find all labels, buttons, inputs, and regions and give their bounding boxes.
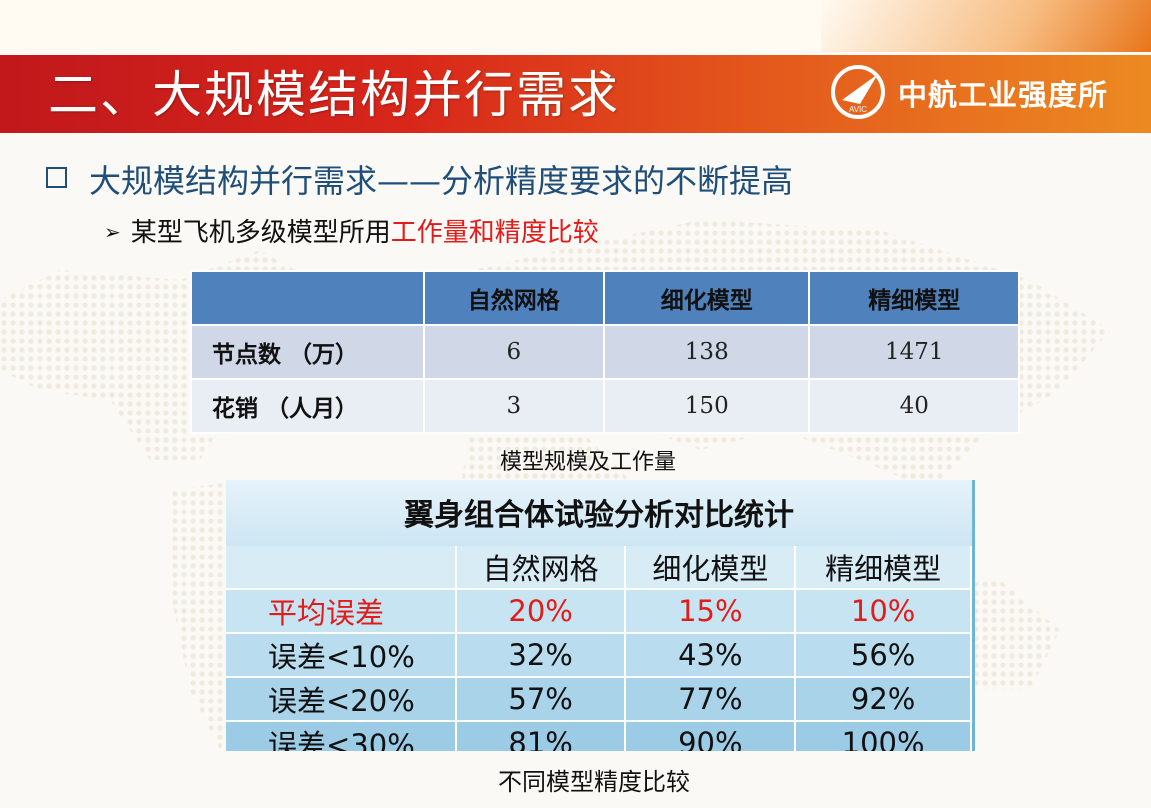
table-header-cell: 细化模型	[625, 546, 797, 590]
table-row: 平均误差 20% 15% 10%	[226, 589, 972, 634]
table-header-cell: 自然网格	[422, 270, 606, 326]
table-cell: 6	[422, 324, 606, 380]
table-cell: 77%	[625, 677, 797, 722]
table-cell: 92%	[795, 677, 972, 722]
avic-emblem-icon: AVIC	[831, 65, 885, 119]
square-bullet-icon	[46, 167, 67, 188]
row-label: 节点数 （万）	[190, 324, 425, 380]
table-row: 花销 （人月） 3 150 40	[190, 378, 1020, 434]
table-row: 节点数 （万） 6 138 1471	[190, 324, 1020, 380]
table-cell: 43%	[625, 633, 797, 678]
table-cell: 20%	[455, 589, 627, 634]
table-header-row: 自然网格 细化模型 精细模型	[226, 546, 972, 590]
row-label: 误差<10%	[226, 633, 457, 678]
table-cell: 3	[422, 378, 606, 434]
table-cell: 90%	[625, 721, 797, 751]
table-header-cell: 精细模型	[808, 270, 1020, 326]
table-header-cell: 细化模型	[603, 270, 811, 326]
accuracy-table: 自然网格 细化模型 精细模型 平均误差 20% 15% 10% 误差<10% 3…	[226, 546, 972, 751]
main-bullet-text: 大规模结构并行需求——分析精度要求的不断提高	[89, 162, 794, 200]
arrow-bullet-icon: ➢	[104, 220, 121, 244]
accuracy-table-image: 翼身组合体试验分析对比统计 自然网格 细化模型 精细模型 平均误差 20% 15…	[226, 480, 975, 751]
table-cell: 150	[603, 378, 811, 434]
table-cell: 100%	[795, 721, 972, 751]
row-label: 平均误差	[226, 589, 457, 634]
table-row: 误差<20% 57% 77% 92%	[226, 677, 972, 722]
header-bar	[0, 55, 1151, 133]
table1-caption: 模型规模及工作量	[500, 450, 677, 475]
table-cell: 1471	[808, 324, 1020, 380]
accuracy-table-title: 翼身组合体试验分析对比统计	[226, 480, 972, 546]
row-label: 误差<20%	[226, 677, 457, 722]
row-label: 误差<30%	[226, 721, 457, 751]
table-cell: 81%	[455, 721, 627, 751]
table-cell: 10%	[795, 589, 972, 634]
table-header-cell	[226, 546, 457, 590]
table-cell: 32%	[455, 633, 627, 678]
page-title: 二、大规模结构并行需求	[48, 66, 620, 124]
row-label: 花销 （人月）	[190, 378, 425, 434]
sub-bullet: ➢ 某型飞机多级模型所用工作量和精度比较	[104, 212, 599, 253]
table-header-row: 自然网格 细化模型 精细模型	[190, 270, 1020, 326]
table-cell: 40	[808, 378, 1020, 434]
table2-caption: 不同模型精度比较	[498, 768, 690, 796]
top-right-accent	[821, 0, 1151, 52]
table-cell: 15%	[625, 589, 797, 634]
table-cell: 56%	[795, 633, 972, 678]
table-cell: 57%	[455, 677, 627, 722]
sub-bullet-highlight: 工作量和精度比较	[390, 218, 599, 248]
main-bullet: 大规模结构并行需求——分析精度要求的不断提高	[46, 158, 793, 204]
table-header-cell	[190, 270, 425, 326]
avic-logo: AVIC 中航工业强度所	[830, 62, 1130, 122]
logo-text: 中航工业强度所	[898, 78, 1109, 112]
sub-bullet-text: 某型飞机多级模型所用	[130, 218, 391, 248]
table-cell: 138	[603, 324, 811, 380]
workload-table: 自然网格 细化模型 精细模型 节点数 （万） 6 138 1471 花销 （人月…	[190, 270, 1020, 434]
svg-text:AVIC: AVIC	[849, 105, 867, 114]
table-row: 误差<30% 81% 90% 100%	[226, 721, 972, 751]
table-header-cell: 精细模型	[795, 546, 972, 590]
table-header-cell: 自然网格	[455, 546, 627, 590]
table-row: 误差<10% 32% 43% 56%	[226, 633, 972, 678]
